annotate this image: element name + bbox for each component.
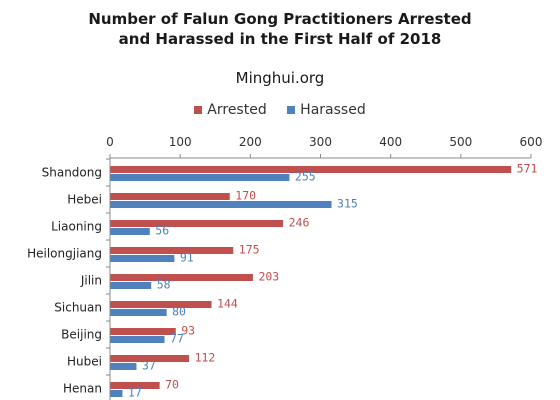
x-tick-label-500: 500	[449, 135, 472, 149]
bar-arrested-heilongjiang	[110, 247, 234, 254]
bar-harassed-heilongjiang	[110, 255, 175, 262]
bar-arrested-jilin	[110, 274, 253, 281]
data-label-harassed-sichuan: 80	[172, 305, 186, 319]
bar-arrested-liaoning	[110, 220, 284, 227]
bar-arrested-hebei	[110, 193, 230, 200]
bar-harassed-beijing	[110, 336, 165, 343]
legend-label-arrested: Arrested	[207, 102, 267, 118]
data-label-harassed-liaoning: 56	[155, 224, 169, 238]
category-label-heilongjiang: Heilongjiang	[27, 247, 102, 261]
data-label-harassed-shandong: 255	[295, 170, 316, 184]
bar-arrested-henan	[110, 382, 160, 389]
bar-harassed-shandong	[110, 174, 290, 181]
bar-harassed-sichuan	[110, 309, 167, 316]
legend-item-harassed: Harassed	[287, 102, 366, 118]
category-label-jilin: Jilin	[80, 274, 102, 288]
chart-subtitle: Minghui.org	[235, 69, 325, 87]
data-label-harassed-henan: 17	[128, 386, 142, 400]
data-label-arrested-hubei: 112	[195, 351, 216, 365]
bar-harassed-hubei	[110, 363, 137, 370]
legend-label-harassed: Harassed	[300, 102, 366, 118]
legend-item-arrested: Arrested	[194, 102, 267, 118]
category-label-beijing: Beijing	[61, 328, 102, 342]
x-tick-label-400: 400	[379, 135, 402, 149]
bar-harassed-henan	[110, 390, 123, 397]
data-label-harassed-hubei: 37	[142, 359, 156, 373]
data-label-arrested-heilongjiang: 175	[239, 243, 260, 257]
bar-arrested-beijing	[110, 328, 176, 335]
x-tick-label-100: 100	[169, 135, 192, 149]
data-label-arrested-liaoning: 246	[289, 216, 310, 230]
data-label-arrested-beijing: 93	[181, 324, 195, 338]
bar-harassed-liaoning	[110, 228, 150, 235]
x-tick-label-0: 0	[106, 135, 114, 149]
data-label-arrested-henan: 70	[165, 378, 179, 392]
chart-title-line2: and Harassed in the First Half of 2018	[118, 30, 442, 48]
data-label-arrested-hebei: 170	[235, 189, 256, 203]
data-label-arrested-jilin: 203	[258, 270, 279, 284]
category-label-hebei: Hebei	[67, 193, 102, 207]
legend: Arrested Harassed	[0, 102, 560, 118]
legend-swatch-arrested	[194, 106, 203, 114]
x-tick-label-300: 300	[309, 135, 332, 149]
data-label-arrested-sichuan: 144	[217, 297, 238, 311]
bar-harassed-jilin	[110, 282, 152, 289]
data-label-arrested-shandong: 571	[517, 162, 538, 176]
bar-arrested-hubei	[110, 355, 190, 362]
category-label-liaoning: Liaoning	[51, 220, 102, 234]
data-label-harassed-hebei: 315	[337, 197, 358, 211]
chart-title-line1: Number of Falun Gong Practitioners Arres…	[88, 10, 472, 28]
bar-harassed-hebei	[110, 201, 332, 208]
bar-arrested-sichuan	[110, 301, 212, 308]
x-tick-label-200: 200	[239, 135, 262, 149]
bar-arrested-shandong	[110, 166, 512, 173]
category-label-hubei: Hubei	[67, 355, 102, 369]
category-label-shandong: Shandong	[42, 166, 102, 180]
data-label-harassed-heilongjiang: 91	[180, 251, 194, 265]
legend-swatch-harassed	[287, 106, 296, 114]
data-label-harassed-beijing: 77	[170, 332, 184, 346]
category-label-sichuan: Sichuan	[54, 301, 102, 315]
data-label-harassed-jilin: 58	[157, 278, 171, 292]
x-tick-label-600: 600	[520, 135, 543, 149]
category-label-henan: Henan	[63, 382, 102, 396]
